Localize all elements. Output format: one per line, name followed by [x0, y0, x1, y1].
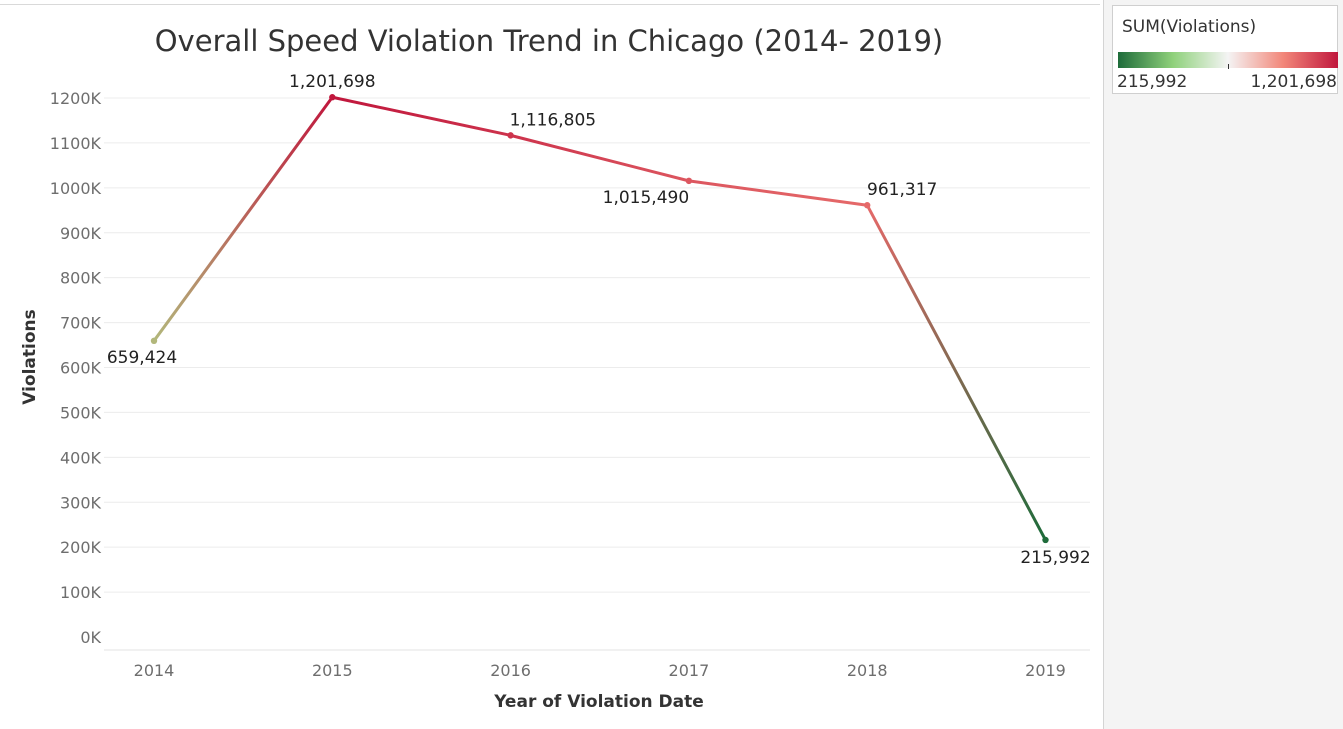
- data-point[interactable]: [864, 202, 871, 209]
- data-label: 1,201,698: [289, 72, 376, 92]
- y-tick-label: 800K: [60, 269, 102, 288]
- data-point[interactable]: [507, 132, 514, 139]
- data-labels: 659,424 1,201,698 1,116,805 1,015,490 961,31…: [107, 72, 1091, 568]
- line-chart: Overall Speed Violation Trend in Chicago…: [20, 24, 1091, 712]
- line-segment: [687, 179, 869, 207]
- y-tick-label: 100K: [60, 583, 102, 602]
- x-tick-label: 2015: [312, 661, 353, 680]
- data-label: 961,317: [867, 180, 937, 200]
- y-tick-label: 900K: [60, 224, 102, 243]
- color-legend[interactable]: SUM(Violations) 215,992 1,201,698: [1112, 5, 1338, 94]
- x-tick-label: 2019: [1025, 661, 1066, 680]
- series-line: [152, 95, 1047, 542]
- data-label: 1,116,805: [510, 110, 597, 130]
- x-tick-label: 2014: [134, 661, 175, 680]
- y-axis-title: Violations: [20, 309, 40, 405]
- data-point[interactable]: [685, 177, 693, 185]
- x-axis-title: Year of Violation Date: [493, 692, 704, 712]
- data-point[interactable]: [150, 337, 158, 345]
- y-tick-label: 500K: [60, 403, 102, 422]
- top-divider: [0, 4, 1100, 5]
- y-tick-label: 300K: [60, 493, 102, 512]
- y-tick-label: 600K: [60, 359, 102, 378]
- legend-center-tick: [1228, 64, 1229, 69]
- y-tick-label: 0K: [80, 628, 101, 647]
- data-label: 215,992: [1020, 548, 1090, 568]
- legend-max-label: 1,201,698: [1250, 72, 1337, 92]
- y-tick-label: 1100K: [50, 134, 102, 153]
- data-label: 1,015,490: [603, 188, 690, 208]
- line-segment: [152, 95, 334, 343]
- legend-gradient-bar: [1118, 52, 1338, 68]
- y-tick-label: 700K: [60, 314, 102, 333]
- data-point[interactable]: [1042, 536, 1049, 544]
- line-segment: [330, 95, 513, 137]
- data-label: 659,424: [107, 348, 177, 368]
- chart-title: Overall Speed Violation Trend in Chicago…: [155, 24, 944, 58]
- legend-title: SUM(Violations): [1122, 17, 1257, 37]
- series-points[interactable]: [150, 94, 1049, 544]
- x-tick-label: 2018: [847, 661, 888, 680]
- y-tick-label: 200K: [60, 538, 102, 557]
- y-tick-label: 1200K: [50, 89, 102, 108]
- x-axis-ticks: 2014 2015 2016 2017 2018 2019: [134, 661, 1066, 680]
- legend-min-label: 215,992: [1117, 72, 1188, 92]
- y-axis-ticks: 0K 100K 200K 300K 400K 500K 600K 700K 800K 900K 10…: [50, 89, 102, 647]
- x-tick-label: 2016: [490, 661, 531, 680]
- y-tick-label: 1000K: [50, 179, 102, 198]
- line-segment: [865, 203, 1047, 542]
- side-panel: [1103, 0, 1343, 729]
- data-point[interactable]: [329, 94, 336, 101]
- gridlines: [104, 97, 1090, 593]
- y-tick-label: 400K: [60, 448, 102, 467]
- x-tick-label: 2017: [669, 661, 710, 680]
- line-segment: [509, 133, 691, 183]
